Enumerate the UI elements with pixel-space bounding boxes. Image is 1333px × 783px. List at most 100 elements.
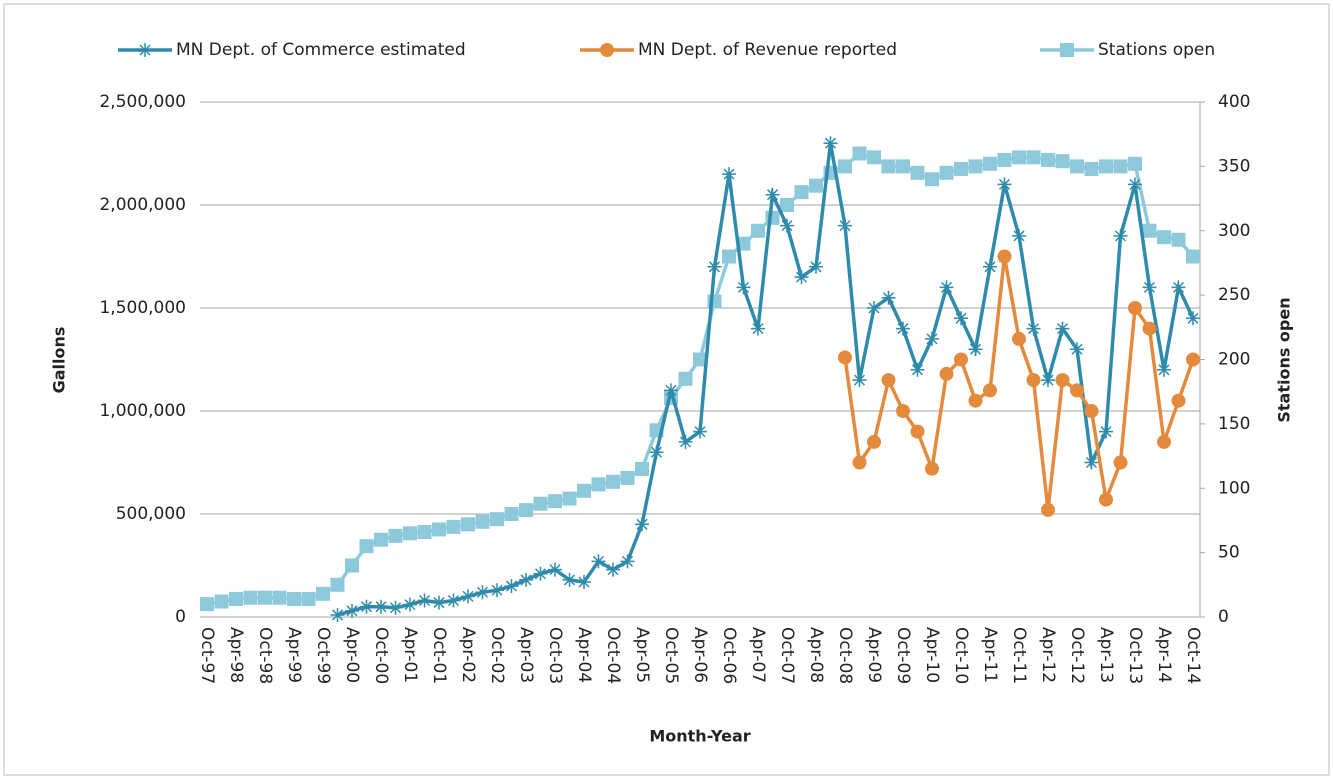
marker bbox=[200, 597, 214, 612]
x-tick-label: Apr-14 bbox=[1154, 627, 1174, 683]
marker bbox=[678, 371, 693, 386]
marker bbox=[954, 161, 968, 176]
marker bbox=[301, 591, 316, 606]
marker bbox=[823, 136, 838, 151]
marker bbox=[1099, 492, 1113, 507]
marker bbox=[852, 373, 867, 388]
marker bbox=[997, 177, 1012, 192]
marker bbox=[968, 159, 983, 174]
marker bbox=[852, 146, 867, 161]
marker bbox=[490, 512, 504, 527]
marker bbox=[983, 156, 997, 171]
y-tick-label: 500,000 bbox=[116, 504, 186, 524]
legend-label: MN Dept. of Revenue reported bbox=[638, 40, 897, 60]
marker bbox=[722, 167, 736, 182]
marker bbox=[722, 249, 736, 264]
marker bbox=[475, 585, 490, 600]
x-tick-label: Oct-03 bbox=[545, 627, 565, 684]
marker bbox=[1070, 159, 1084, 174]
marker bbox=[838, 218, 852, 233]
marker bbox=[794, 270, 809, 285]
marker bbox=[388, 528, 403, 543]
marker bbox=[432, 522, 446, 537]
marker bbox=[446, 519, 461, 534]
x-tick-label: Oct-98 bbox=[255, 627, 275, 684]
marker bbox=[765, 210, 780, 225]
marker bbox=[867, 434, 881, 449]
legend-label: MN Dept. of Commerce estimated bbox=[176, 40, 466, 60]
marker bbox=[1012, 228, 1026, 243]
marker bbox=[780, 198, 794, 212]
x-tick-label: Oct-01 bbox=[429, 627, 449, 684]
x-tick-label: Apr-00 bbox=[342, 627, 362, 683]
x-tick-label: Oct-12 bbox=[1067, 627, 1087, 684]
series bbox=[838, 249, 1200, 517]
x-tick-label: Oct-11 bbox=[1009, 627, 1029, 684]
y-tick-label: 2,500,000 bbox=[99, 92, 186, 112]
marker bbox=[316, 586, 330, 601]
x-tick-label: Oct-97 bbox=[197, 627, 217, 684]
marker bbox=[475, 514, 490, 529]
marker bbox=[939, 366, 954, 381]
marker bbox=[983, 259, 997, 274]
x-tick-label: Apr-04 bbox=[574, 627, 594, 683]
series bbox=[330, 136, 1200, 622]
marker bbox=[258, 590, 272, 605]
marker bbox=[1128, 156, 1142, 171]
x-tick-label: Apr-07 bbox=[748, 627, 768, 683]
marker bbox=[1084, 404, 1099, 418]
x-tick-label: Oct-10 bbox=[951, 627, 971, 684]
marker bbox=[461, 589, 475, 604]
marker bbox=[1171, 280, 1186, 295]
marker bbox=[736, 280, 751, 295]
marker bbox=[577, 483, 591, 498]
marker bbox=[1113, 159, 1128, 174]
marker bbox=[533, 496, 548, 511]
marker bbox=[896, 159, 910, 174]
marker bbox=[1084, 455, 1099, 470]
marker bbox=[1113, 455, 1128, 470]
legend-marker bbox=[138, 43, 152, 57]
y2-tick-label: 200 bbox=[1218, 350, 1250, 370]
x-tick-label: Apr-06 bbox=[690, 627, 710, 683]
y-tick-label: 2,000,000 bbox=[99, 195, 186, 215]
legend-label: Stations open bbox=[1098, 40, 1215, 60]
marker bbox=[765, 187, 780, 202]
marker bbox=[374, 599, 388, 614]
marker bbox=[1171, 232, 1186, 247]
marker bbox=[751, 223, 765, 238]
x-tick-label: Oct-06 bbox=[719, 627, 739, 684]
marker bbox=[925, 461, 939, 476]
marker bbox=[881, 290, 896, 305]
y2-tick-label: 350 bbox=[1218, 156, 1250, 176]
marker bbox=[881, 373, 896, 388]
marker bbox=[606, 562, 620, 577]
marker bbox=[287, 591, 301, 606]
y2-tick-label: 400 bbox=[1218, 92, 1250, 112]
marker bbox=[910, 424, 925, 439]
marker bbox=[432, 595, 446, 610]
marker bbox=[1157, 362, 1171, 377]
marker bbox=[388, 600, 403, 615]
marker bbox=[359, 599, 374, 614]
y-tick-label: 1,500,000 bbox=[99, 298, 186, 318]
marker bbox=[1186, 352, 1200, 367]
marker bbox=[1041, 152, 1055, 167]
marker bbox=[1070, 342, 1084, 357]
marker bbox=[881, 159, 896, 174]
x-tick-label: Oct-04 bbox=[603, 627, 623, 684]
x-tick-label: Apr-10 bbox=[922, 627, 942, 683]
marker bbox=[446, 593, 461, 608]
marker bbox=[1142, 321, 1157, 336]
x-tick-label: Oct-08 bbox=[835, 627, 855, 684]
legend-marker bbox=[1060, 43, 1074, 57]
marker bbox=[1142, 280, 1157, 295]
y2-tick-label: 50 bbox=[1218, 543, 1240, 563]
marker bbox=[1099, 159, 1113, 174]
x-tick-label: Oct-07 bbox=[777, 627, 797, 684]
marker bbox=[664, 383, 678, 398]
marker bbox=[403, 526, 417, 541]
marker bbox=[533, 566, 548, 581]
marker bbox=[403, 597, 417, 612]
